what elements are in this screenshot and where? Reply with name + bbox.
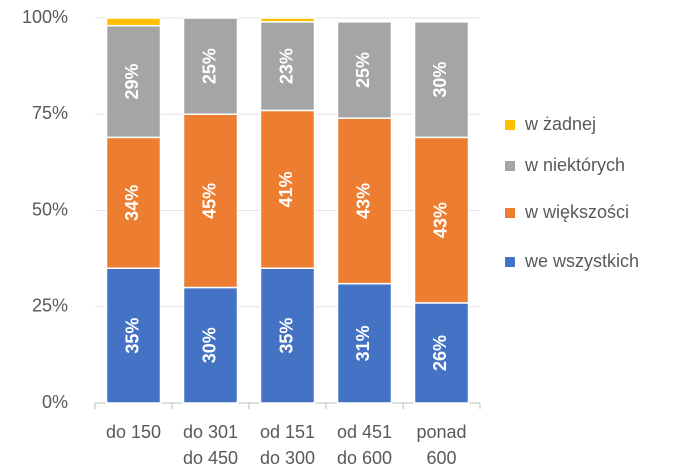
y-tick-label: 50% bbox=[32, 199, 68, 219]
legend-label: w większości bbox=[524, 202, 629, 222]
bar-segment bbox=[105, 24, 162, 139]
x-tick-label: do 450 bbox=[183, 448, 238, 468]
value-label: 23% bbox=[276, 48, 296, 84]
x-tick-label: do 150 bbox=[106, 422, 161, 442]
bar-segment bbox=[336, 117, 393, 285]
y-tick-label: 0% bbox=[42, 392, 68, 412]
bar-segment bbox=[336, 21, 393, 119]
value-label: 35% bbox=[276, 318, 296, 354]
bar-segment bbox=[105, 17, 162, 27]
value-label: 30% bbox=[430, 62, 450, 98]
value-label: 25% bbox=[199, 48, 219, 84]
legend-label: w niektórych bbox=[524, 155, 625, 175]
value-label: 41% bbox=[276, 171, 296, 207]
bar-segment bbox=[105, 136, 162, 269]
y-tick-label: 25% bbox=[32, 296, 68, 316]
legend-swatch bbox=[505, 120, 515, 130]
x-tick-label: do 600 bbox=[337, 448, 392, 468]
x-tick-label: 600 bbox=[426, 448, 456, 468]
legend-swatch bbox=[505, 161, 515, 171]
x-tick-label: od 451 bbox=[337, 422, 392, 442]
y-tick-label: 100% bbox=[22, 7, 68, 27]
legend-label: w żadnej bbox=[524, 114, 596, 134]
x-tick-label: do 301 bbox=[183, 422, 238, 442]
value-label: 25% bbox=[353, 52, 373, 88]
bar-segment bbox=[259, 17, 316, 23]
legend-swatch bbox=[505, 257, 515, 267]
y-tick-label: 75% bbox=[32, 103, 68, 123]
x-tick-label: do 300 bbox=[260, 448, 315, 468]
legend-label: we wszystkich bbox=[524, 251, 639, 271]
bar-segment bbox=[182, 113, 239, 289]
value-label: 34% bbox=[122, 185, 142, 221]
value-label: 31% bbox=[353, 325, 373, 361]
value-label: 26% bbox=[430, 335, 450, 371]
x-tick-label: ponad bbox=[416, 422, 466, 442]
legend-swatch bbox=[505, 208, 515, 218]
value-label: 43% bbox=[353, 183, 373, 219]
bar-segment bbox=[413, 21, 470, 139]
bar-segment bbox=[336, 282, 393, 404]
value-label: 35% bbox=[122, 318, 142, 354]
value-label: 45% bbox=[199, 183, 219, 219]
x-tick-label: od 151 bbox=[260, 422, 315, 442]
value-label: 30% bbox=[199, 327, 219, 363]
value-label: 29% bbox=[122, 64, 142, 100]
bar-segment bbox=[105, 267, 162, 404]
value-label: 43% bbox=[430, 202, 450, 238]
bar-segment bbox=[182, 17, 239, 115]
bar-segment bbox=[413, 302, 470, 404]
bar-segment bbox=[182, 286, 239, 404]
